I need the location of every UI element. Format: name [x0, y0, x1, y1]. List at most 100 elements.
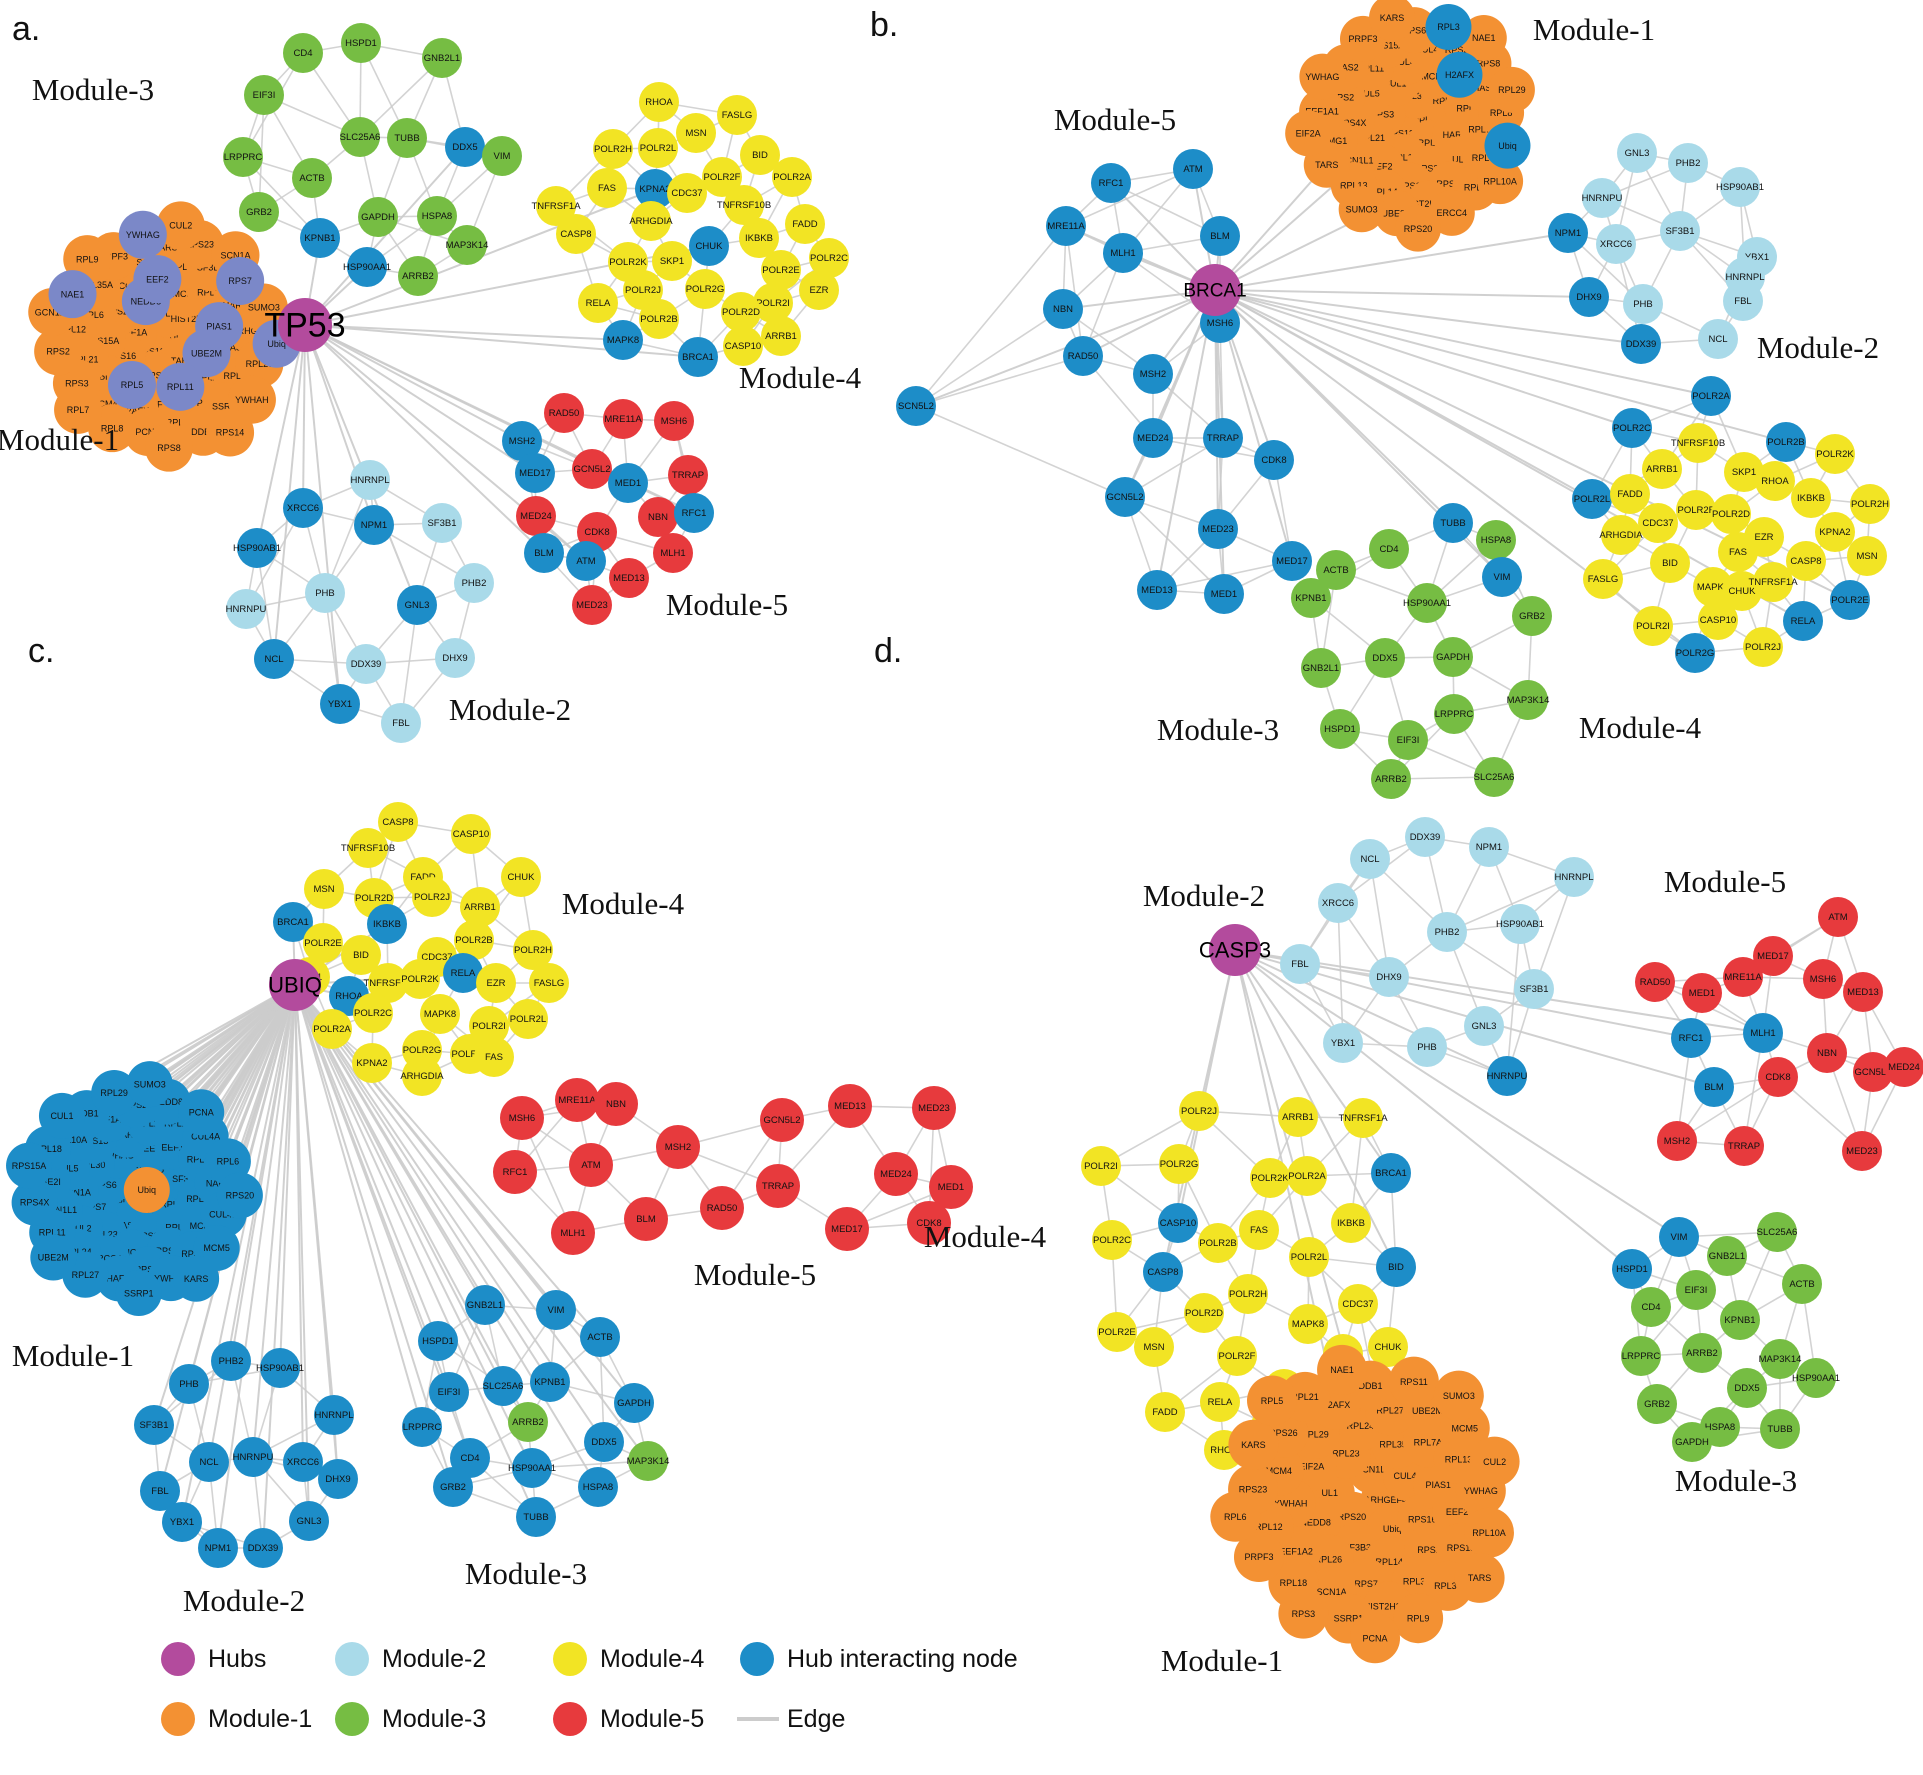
node-tubb[interactable]: TUBB: [1760, 1409, 1800, 1449]
node-circle-rpl5[interactable]: [107, 360, 156, 409]
node-phb[interactable]: PHB: [305, 573, 345, 613]
node-rela[interactable]: RELA: [1783, 601, 1823, 641]
node-map3k14[interactable]: MAP3K14: [627, 1441, 670, 1481]
node-circle-bid[interactable]: [1376, 1247, 1416, 1287]
node-circle-arrb2[interactable]: [508, 1402, 548, 1442]
node-circle-polr2a[interactable]: [1691, 376, 1731, 416]
node-med1[interactable]: MED1: [1682, 973, 1722, 1013]
node-circle-gcn5l2[interactable]: [572, 449, 612, 489]
node-arrb1[interactable]: ARRB1: [460, 887, 500, 927]
node-fbl[interactable]: FBL: [381, 703, 421, 743]
node-circle-msn[interactable]: [1134, 1327, 1174, 1367]
node-circle-nbn[interactable]: [594, 1082, 638, 1126]
node-polr2c[interactable]: POLR2C: [353, 993, 393, 1033]
node-circle-rpl9[interactable]: [1393, 1593, 1444, 1644]
node-circle-atm[interactable]: [1818, 897, 1858, 937]
node-circle-ddx5[interactable]: [1365, 638, 1405, 678]
node-circle-npm1[interactable]: [1469, 827, 1509, 867]
node-circle-rps2[interactable]: [34, 327, 83, 376]
node-circle-lrpprc[interactable]: [223, 137, 263, 177]
node-circle-phb[interactable]: [305, 573, 345, 613]
node-circle-rps20[interactable]: [1394, 205, 1441, 252]
node-circle-mapk8[interactable]: [1288, 1304, 1328, 1344]
node-polr2a[interactable]: POLR2A: [772, 157, 812, 197]
node-circle-ddx5[interactable]: [584, 1422, 624, 1462]
node-gcn5l2[interactable]: GCN5L2: [572, 449, 612, 489]
node-fas[interactable]: FAS: [1239, 1210, 1279, 1250]
node-atm[interactable]: ATM: [569, 1143, 613, 1187]
node-sumo3[interactable]: SUMO3: [126, 1061, 173, 1108]
node-circle-med23[interactable]: [912, 1086, 956, 1130]
node-circle-lrpprc[interactable]: [1621, 1336, 1661, 1376]
node-circle-med17[interactable]: [515, 453, 555, 493]
node-arhgdia[interactable]: ARHGDIA: [1599, 515, 1643, 555]
node-msn[interactable]: MSN: [1847, 536, 1887, 576]
node-tnfrsf10b[interactable]: TNFRSF10B: [1671, 423, 1725, 463]
node-blm[interactable]: BLM: [624, 1197, 668, 1241]
node-gapdh[interactable]: GAPDH: [358, 197, 398, 237]
node-circle-skp1[interactable]: [1724, 452, 1764, 492]
node-circle-ddx39[interactable]: [1405, 817, 1445, 857]
node-circle-rad50[interactable]: [544, 393, 584, 433]
node-tnfrsf10b[interactable]: TNFRSF10B: [341, 828, 395, 868]
node-nbn[interactable]: NBN: [594, 1082, 638, 1126]
node-circle-med1[interactable]: [1682, 973, 1722, 1013]
node-vim[interactable]: VIM: [1659, 1217, 1699, 1257]
node-hsp90ab1[interactable]: HSP90AB1: [1716, 167, 1764, 207]
node-map3k14[interactable]: MAP3K14: [1507, 680, 1550, 720]
node-circle-gapdh[interactable]: [1672, 1422, 1712, 1462]
node-actb[interactable]: ACTB: [580, 1317, 620, 1357]
node-circle-polr2a[interactable]: [772, 157, 812, 197]
node-hsp90ab1[interactable]: HSP90AB1: [256, 1348, 304, 1388]
node-hspd1[interactable]: HSPD1: [1320, 709, 1360, 749]
node-circle-map3k14[interactable]: [1760, 1339, 1800, 1379]
node-circle-eif3i[interactable]: [429, 1372, 469, 1412]
node-polr2d[interactable]: POLR2D: [721, 292, 761, 332]
node-circle-kpna2[interactable]: [352, 1043, 392, 1083]
node-ncl[interactable]: NCL: [189, 1442, 229, 1482]
node-circle-slc25a6[interactable]: [1474, 757, 1514, 797]
node-med17[interactable]: MED17: [1753, 936, 1793, 976]
node-slc25a6[interactable]: SLC25A6: [1474, 757, 1515, 797]
node-rpl9[interactable]: RPL9: [1393, 1593, 1444, 1644]
node-circle-fas[interactable]: [1239, 1210, 1279, 1250]
node-circle-rpl11[interactable]: [156, 362, 205, 411]
node-circle-gnb2l1[interactable]: [1707, 1236, 1747, 1276]
node-circle-gnb2l1[interactable]: [422, 38, 462, 78]
node-circle-polr2l[interactable]: [638, 128, 678, 168]
node-xrcc6[interactable]: XRCC6: [1318, 883, 1358, 923]
node-circle-fbl[interactable]: [1280, 944, 1320, 984]
node-circle-mlh1[interactable]: [1103, 233, 1143, 273]
node-chuk[interactable]: CHUK: [501, 857, 541, 897]
node-circle-polr2l[interactable]: [508, 999, 548, 1039]
node-polr2a[interactable]: POLR2A: [312, 1009, 352, 1049]
node-hsp90ab1[interactable]: HSP90AB1: [233, 528, 281, 568]
node-lrpprc[interactable]: LRPPRC: [1621, 1336, 1661, 1376]
node-circle-gnl3[interactable]: [1617, 133, 1657, 173]
node-fbl[interactable]: FBL: [1280, 944, 1320, 984]
node-med17[interactable]: MED17: [515, 453, 555, 493]
node-circle-ddx5[interactable]: [445, 127, 485, 167]
node-circle-arrb1[interactable]: [1642, 449, 1682, 489]
node-circle-eif2a[interactable]: [1285, 110, 1332, 157]
node-polr2b[interactable]: POLR2B: [639, 299, 679, 339]
node-polr2f[interactable]: POLR2F: [1676, 490, 1716, 530]
node-rela[interactable]: RELA: [578, 283, 618, 323]
node-circle-tnfrsf10b[interactable]: [348, 828, 388, 868]
hub-circle-ubiq[interactable]: [269, 959, 321, 1011]
node-circle-tnfrsf1a[interactable]: [1343, 1098, 1383, 1138]
hub-ubiq[interactable]: UBIQ: [268, 959, 322, 1011]
node-phb2[interactable]: PHB2: [1668, 143, 1708, 183]
node-circle-prpf3[interactable]: [1233, 1531, 1284, 1582]
node-med13[interactable]: MED13: [1843, 972, 1883, 1012]
node-map3k14[interactable]: MAP3K14: [1759, 1339, 1802, 1379]
node-circle-grb2[interactable]: [1512, 596, 1552, 636]
node-circle-brca1[interactable]: [273, 902, 313, 942]
node-circle-tars[interactable]: [1454, 1552, 1505, 1603]
node-circle-msn[interactable]: [1847, 536, 1887, 576]
node-circle-kpnb1[interactable]: [300, 218, 340, 258]
node-circle-cdk8[interactable]: [1758, 1057, 1798, 1097]
node-polr2k[interactable]: POLR2K: [1815, 434, 1855, 474]
node-circle-med13[interactable]: [1843, 972, 1883, 1012]
node-circle-casp10[interactable]: [723, 326, 763, 366]
